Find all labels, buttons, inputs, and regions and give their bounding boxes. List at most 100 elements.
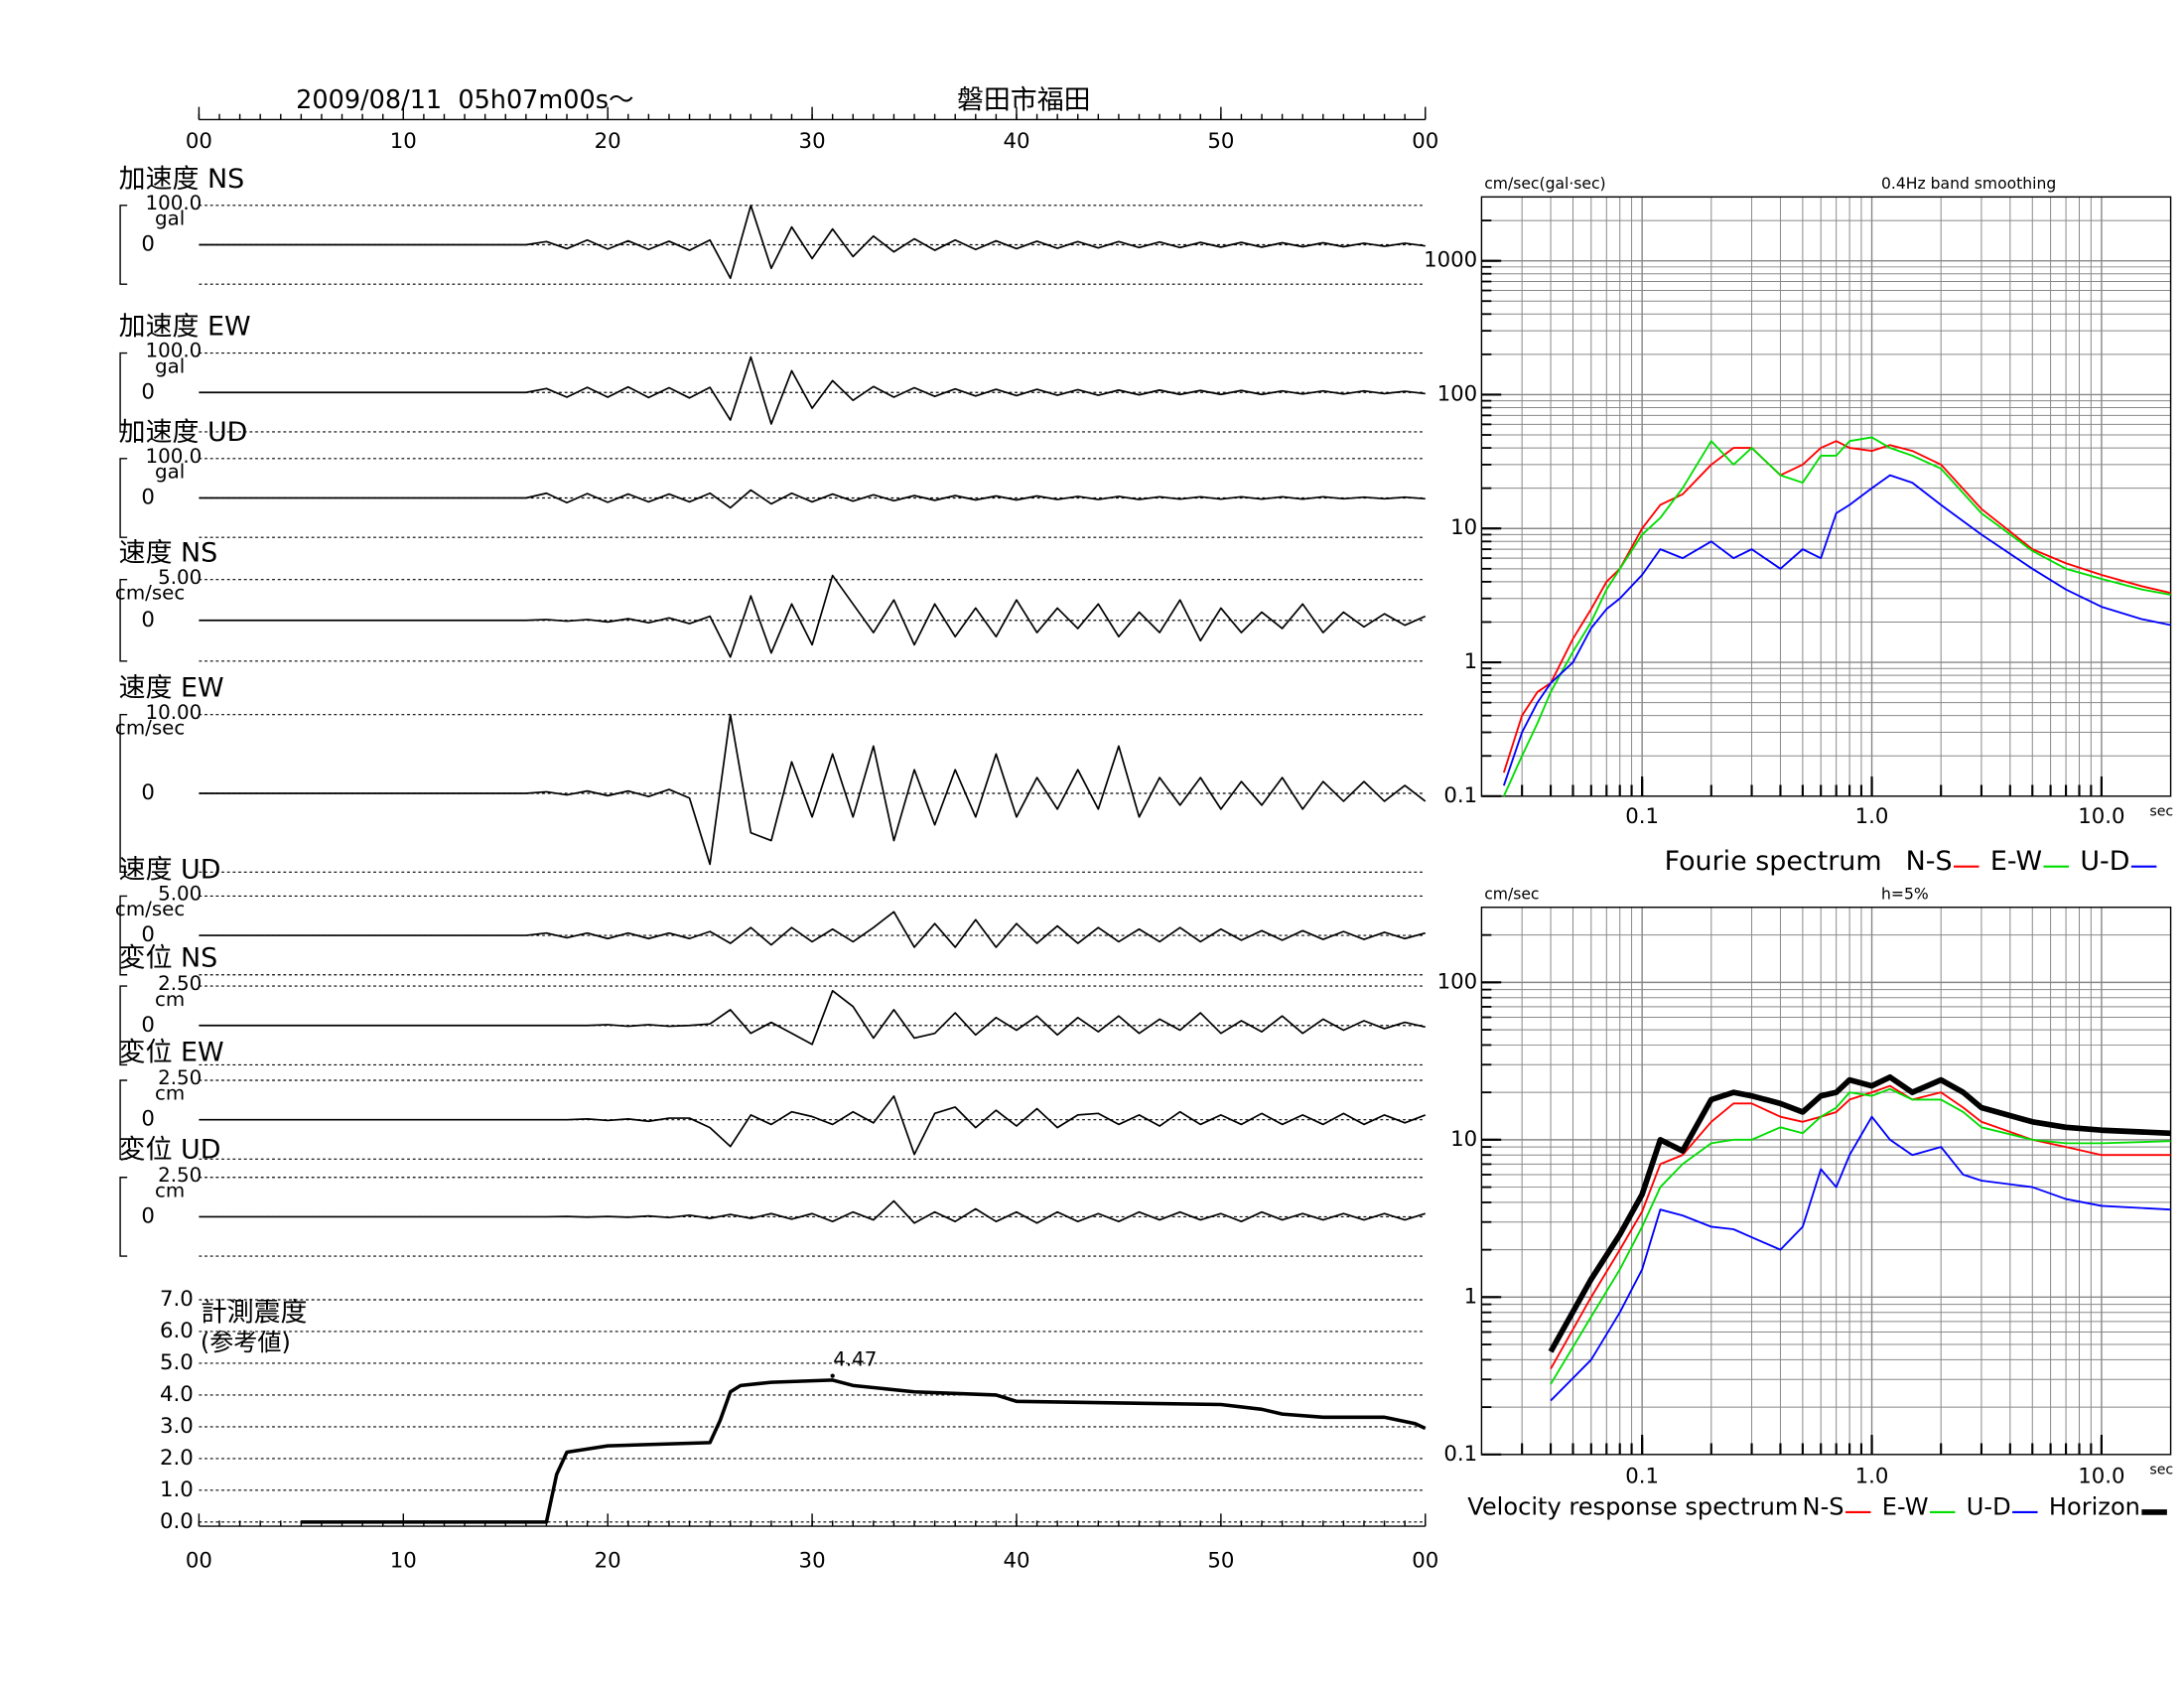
y-tick-label: 10 [1450,1127,1477,1152]
legend-label: N-S [1803,1493,1844,1521]
zero-label: 0 [141,922,155,947]
spectrum-note: h=5% [1881,886,1929,904]
waveform-trace [199,355,1426,425]
y-tick-label: 3.0 [160,1414,194,1439]
scale-label: 2.50 [158,972,202,995]
bracket [119,352,128,433]
waveform-trace [199,1095,1427,1156]
scale-label: 100.0 [145,192,202,214]
trace-name: 変位 EW [119,1038,224,1068]
unit-label: gal [155,354,185,377]
y-tick-label: 5.0 [160,1350,194,1375]
zero-label: 0 [141,379,155,404]
x-axis-unit: sec [2149,1462,2173,1477]
zero-label: 0 [141,486,155,510]
y-tick-label: 6.0 [160,1319,194,1343]
trace-name: 加速度 UD [119,417,248,448]
time-tick-label: 00 [186,129,212,154]
zero-label: 0 [141,232,155,257]
time-tick-label: 10 [390,129,417,154]
y-tick-label: 100 [1437,969,1478,994]
waveform-trace [199,204,1426,280]
waveform-trace [199,989,1426,1046]
trace-name: 変位 NS [119,943,218,974]
plot-frame [1480,196,2172,797]
bracket [119,458,128,538]
waveform-trace [199,713,1427,866]
x-tick-label: 0.1 [1625,804,1659,829]
time-tick-label: 40 [1003,1549,1029,1574]
time-tick-label: 50 [1207,1549,1234,1574]
record-title: 2009/08/11 05h07m00s〜 [296,85,633,115]
y-tick-label: 100 [1437,381,1478,406]
station-name: 磐田市福田 [957,85,1091,116]
waveform-trace [199,911,1426,948]
y-tick-label: 1000 [1424,248,1477,273]
y-tick-label: 0.1 [1443,783,1477,808]
zero-label: 0 [141,1203,155,1228]
legend-label: E-W [1990,846,2042,877]
time-tick-label: 00 [186,1549,212,1574]
unit-label: cm [155,1179,185,1201]
bracket [119,1079,128,1161]
spectrum-line [1548,1073,2171,1353]
spectrum-note: 0.4Hz band smoothing [1881,175,2056,193]
scale-label: 5.00 [158,566,202,589]
time-tick-label: 00 [1412,1549,1438,1574]
y-axis-unit: cm/sec [1484,886,1539,904]
peak-dot [830,1373,835,1378]
x-tick-label: 1.0 [1855,804,1889,829]
zero-label: 0 [141,1013,155,1038]
bracket [119,578,128,662]
spectrum-line [1550,1087,2171,1385]
plot-frame [1480,907,2172,1456]
trace-name: 速度 EW [119,673,224,704]
unit-label: gal [155,208,185,230]
unit-label: cm [155,988,185,1011]
zero-label: 0 [141,608,155,633]
y-tick-label: 1 [1464,649,1478,674]
legend-label: U-D [1967,1493,2011,1521]
time-tick-label: 30 [799,1549,826,1574]
bracket [119,713,128,874]
bracket [119,985,128,1066]
y-axis-unit: cm/sec(gal·sec) [1484,175,1605,193]
y-tick-label: 1 [1464,1284,1478,1309]
y-tick-label: 1.0 [160,1477,194,1502]
waveform-trace [199,1199,1427,1224]
y-tick-label: 4.0 [160,1382,194,1407]
peak-label: 4.47 [833,1348,877,1371]
x-axis-unit: sec [2149,803,2173,819]
time-tick-label: 40 [1003,129,1029,154]
unit-label: cm/sec [115,898,185,920]
unit-label: cm [155,1082,185,1105]
spectrum-line [1503,436,2171,797]
time-tick-label: 50 [1207,129,1234,154]
time-tick-label: 20 [595,129,621,154]
trace-name: 変位 UD [119,1134,221,1165]
time-tick-label: 20 [595,1549,621,1574]
zero-label: 0 [141,1107,155,1132]
scale-label: 2.50 [158,1066,202,1089]
y-tick-label: 0.1 [1443,1442,1477,1467]
spectrum-line [1550,1084,2171,1370]
x-tick-label: 1.0 [1855,1465,1889,1489]
spectrum-line [1550,1115,2171,1402]
legend-label: Horizon [2049,1493,2140,1521]
legend-label: N-S [1906,846,1953,877]
intensity-line [301,1378,1427,1524]
x-tick-label: 10.0 [2078,804,2124,829]
trace-name: 速度 NS [119,538,218,569]
scale-label: 2.50 [158,1164,202,1187]
intensity-note: (参考値) [201,1329,291,1356]
y-tick-label: 10 [1450,515,1477,540]
trace-name: 加速度 NS [119,164,244,195]
y-tick-label: 0.0 [160,1509,194,1534]
scale-label: 10.00 [145,701,202,724]
unit-label: cm/sec [115,581,185,604]
waveform-trace [199,574,1427,658]
y-tick-label: 2.0 [160,1446,194,1471]
spectrum-title: Velocity response spectrum [1467,1493,1798,1521]
